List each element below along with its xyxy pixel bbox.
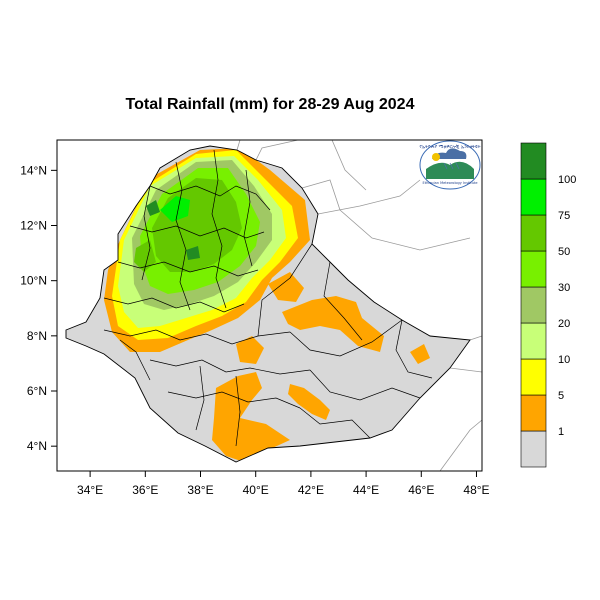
rain-dark-green xyxy=(146,200,160,216)
rain-orange-south xyxy=(212,372,290,462)
x-axis: 34°E 36°E 38°E 40°E 42°E 44°E 46°E 48°E xyxy=(77,471,490,497)
map-frame-border xyxy=(56,139,483,472)
legend-label: 5 xyxy=(558,390,564,402)
y-tick-label: 8°N xyxy=(27,329,47,343)
rain-orange-ridge xyxy=(268,272,304,302)
neighbor-borders xyxy=(236,140,482,471)
rain-dark-green-2 xyxy=(186,246,200,260)
rain-orange-east xyxy=(282,296,384,352)
y-tick-label: 4°N xyxy=(27,439,47,453)
legend-swatch xyxy=(520,142,547,180)
rain-green-west xyxy=(134,240,156,272)
y-tick-label: 12°N xyxy=(20,219,47,233)
rain-orange-far-east xyxy=(410,344,430,364)
legend-swatch xyxy=(520,250,547,288)
legend-swatch xyxy=(520,322,547,360)
legend-label: 1 xyxy=(558,426,564,438)
y-tick-label: 6°N xyxy=(27,384,47,398)
y-axis: 4°N 6°N 8°N 10°N 12°N 14°N xyxy=(20,163,57,453)
ethiopia-outline xyxy=(65,145,471,463)
logo-text-bottom: Ethiopian Meteorology Institute xyxy=(423,181,478,185)
legend-swatch xyxy=(520,178,547,216)
x-tick-label: 40°E xyxy=(243,483,269,497)
legend-label: 30 xyxy=(558,282,570,294)
legend-label: 75 xyxy=(558,210,570,222)
x-tick-label: 36°E xyxy=(132,483,158,497)
x-tick-label: 34°E xyxy=(77,483,103,497)
rain-lime xyxy=(160,196,190,222)
legend-label: 50 xyxy=(558,246,570,258)
rain-orange-center xyxy=(236,336,264,364)
rainfall-shading xyxy=(104,148,430,462)
legend-swatch xyxy=(520,358,547,396)
legend-swatch xyxy=(520,286,547,324)
map-title: Total Rainfall (mm) for 28-29 Aug 2024 xyxy=(125,96,415,113)
rain-orange-southeast xyxy=(288,384,330,420)
legend-swatch xyxy=(520,430,547,468)
logo-text-top: የኢትዮጵያ ሚቲዎሮሎጂ ኢንስቲትዩት xyxy=(419,145,480,150)
legend-label: 100 xyxy=(558,174,576,186)
x-tick-label: 42°E xyxy=(298,483,324,497)
x-tick-label: 46°E xyxy=(408,483,434,497)
x-tick-label: 38°E xyxy=(187,483,213,497)
x-tick-label: 48°E xyxy=(463,483,489,497)
admin-boundaries xyxy=(103,149,433,447)
y-tick-label: 14°N xyxy=(20,163,47,177)
legend-swatch xyxy=(520,214,547,252)
ethiopian-meteorology-institute-logo: የኢትዮጵያ ሚቲዎሮሎጂ ኢንስቲትዩት Ethiopian Meteorol… xyxy=(419,140,481,190)
y-tick-label: 10°N xyxy=(20,274,47,288)
legend-label: 10 xyxy=(558,354,570,366)
x-tick-label: 44°E xyxy=(353,483,379,497)
legend-label: 20 xyxy=(558,318,570,330)
legend: 1 5 10 20 30 50 75 100 xyxy=(520,142,576,468)
legend-swatch xyxy=(520,394,547,432)
